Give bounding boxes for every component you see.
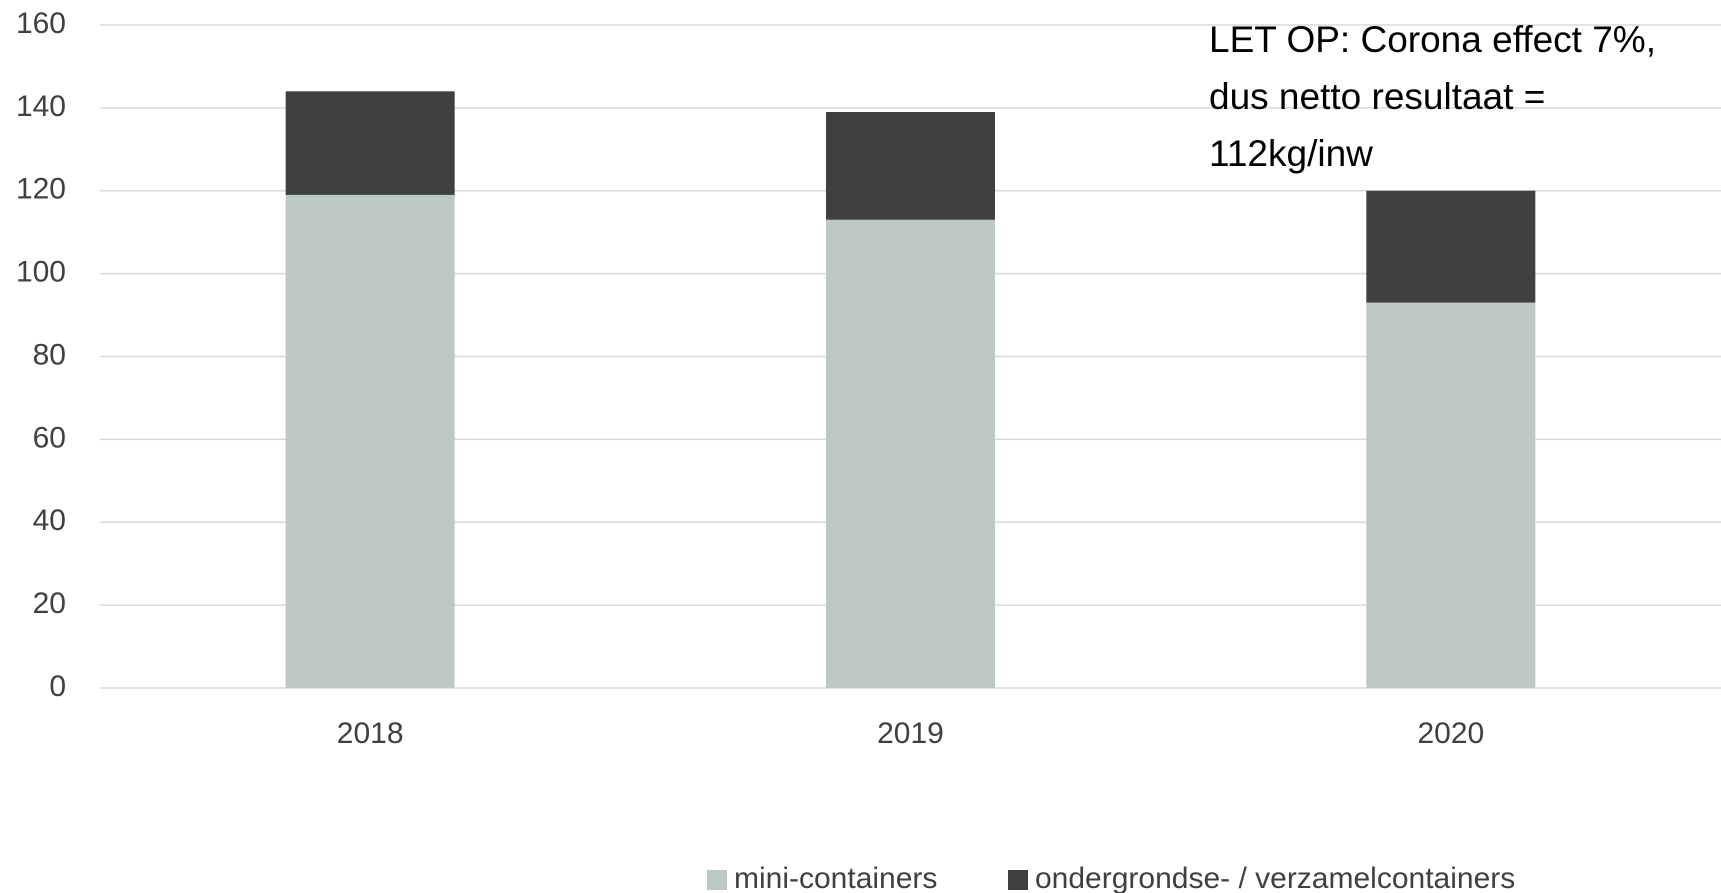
annotation: 112kg/inw [1209, 133, 1373, 174]
y-tick-label: 160 [16, 7, 66, 40]
x-tick-label: 2018 [337, 717, 404, 750]
annotation: dus netto resultaat = [1209, 76, 1545, 117]
bar-segment [285, 194, 455, 689]
y-tick-label: 20 [33, 587, 66, 620]
legend-swatch [1008, 870, 1028, 890]
bar-segment [1366, 190, 1536, 303]
y-tick-label: 80 [33, 338, 66, 371]
legend-label: mini-containers [734, 862, 937, 893]
y-tick-label: 140 [16, 90, 66, 123]
bar-segment [285, 91, 455, 195]
bar-segment [826, 219, 995, 688]
y-tick-label: 40 [33, 504, 66, 537]
y-tick-label: 120 [16, 173, 66, 206]
y-tick-label: 100 [16, 256, 66, 289]
x-tick-label: 2020 [1417, 717, 1484, 750]
y-tick-label: 60 [33, 421, 66, 454]
legend-swatch [707, 870, 727, 890]
bar-segment [826, 112, 995, 220]
bar-segment [1366, 302, 1536, 688]
y-tick-label: 0 [49, 670, 66, 703]
legend-label: ondergrondse- / verzamelcontainers [1035, 862, 1515, 893]
annotation: LET OP: Corona effect 7%, [1209, 19, 1656, 60]
x-tick-label: 2019 [877, 717, 944, 750]
